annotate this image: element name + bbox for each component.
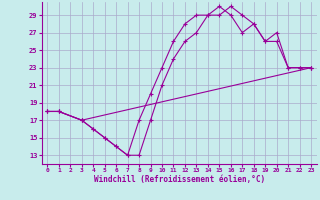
X-axis label: Windchill (Refroidissement éolien,°C): Windchill (Refroidissement éolien,°C) — [94, 175, 265, 184]
